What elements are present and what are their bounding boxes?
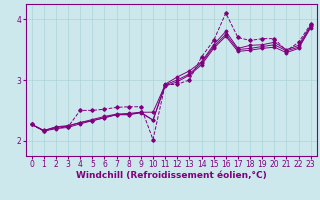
X-axis label: Windchill (Refroidissement éolien,°C): Windchill (Refroidissement éolien,°C): [76, 171, 267, 180]
